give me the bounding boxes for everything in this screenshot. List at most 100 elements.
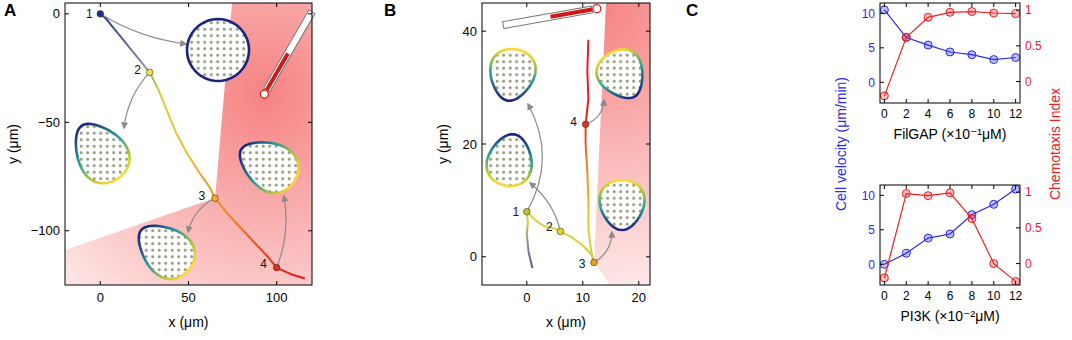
x-axis-label: FilGAP (×10⁻¹μM) bbox=[894, 126, 1007, 142]
y-tick bbox=[880, 229, 884, 230]
y-tick bbox=[65, 122, 69, 123]
y-tick bbox=[65, 13, 69, 14]
x-tick bbox=[950, 3, 951, 7]
panel-a: 1234050100−100−500x (μm)y (μm)A bbox=[4, 1, 315, 330]
series-marker bbox=[968, 215, 976, 223]
series-marker bbox=[968, 8, 976, 16]
y-tick bbox=[880, 82, 884, 83]
y2-tick bbox=[1016, 10, 1020, 11]
x-tick bbox=[906, 281, 907, 285]
pipette-tip bbox=[593, 5, 601, 13]
y2-tick bbox=[1016, 263, 1020, 264]
x-tick bbox=[884, 185, 885, 189]
cell-body bbox=[487, 134, 532, 186]
series-marker bbox=[946, 8, 954, 16]
pipette-body bbox=[503, 6, 593, 29]
series-line bbox=[884, 193, 1015, 282]
y-tick bbox=[880, 195, 884, 196]
snapshot-marker bbox=[273, 264, 280, 271]
x-tick bbox=[582, 3, 583, 7]
series-marker bbox=[990, 260, 998, 268]
plot-frame bbox=[880, 3, 1020, 103]
cell-body bbox=[240, 142, 299, 193]
plot-area bbox=[880, 6, 1019, 100]
y2-tick bbox=[1016, 227, 1020, 228]
x-tick bbox=[1015, 185, 1016, 189]
y2-tick-label: 0.5 bbox=[1025, 221, 1042, 235]
series-marker bbox=[946, 48, 954, 56]
y-tick-label: 0 bbox=[868, 258, 875, 272]
x-tick bbox=[884, 281, 885, 285]
snapshot-label: 4 bbox=[260, 257, 267, 271]
x-tick-label: 4 bbox=[925, 289, 932, 303]
x-tick bbox=[526, 3, 527, 7]
series-marker bbox=[924, 13, 932, 21]
y-tick-label: −100 bbox=[31, 223, 60, 238]
x-tick-label: 4 bbox=[925, 107, 932, 121]
pipette bbox=[264, 10, 315, 91]
y-tick bbox=[482, 144, 486, 145]
y-axis-label: Cell velocity (μm/min) bbox=[833, 77, 849, 211]
x-tick bbox=[1015, 99, 1016, 103]
x-tick bbox=[638, 281, 639, 285]
series-marker bbox=[902, 33, 910, 41]
cell-snapshot bbox=[139, 226, 195, 279]
x-tick bbox=[100, 281, 101, 285]
plot-area bbox=[65, 3, 312, 285]
x-tick bbox=[971, 3, 972, 7]
series-marker bbox=[946, 189, 954, 197]
panel-b: 12340102002040x (μm)y (μm)B bbox=[384, 1, 650, 330]
y-tick bbox=[308, 230, 312, 231]
chemoattractant-field bbox=[65, 3, 312, 285]
x-tick bbox=[906, 3, 907, 7]
x-tick bbox=[1015, 281, 1016, 285]
trajectory bbox=[100, 14, 305, 279]
y-tick bbox=[646, 144, 650, 145]
snapshot-label: 3 bbox=[579, 257, 586, 271]
series-marker bbox=[1012, 277, 1020, 285]
x-tick bbox=[884, 99, 885, 103]
y2-tick bbox=[1016, 45, 1020, 46]
x-tick bbox=[971, 185, 972, 189]
y2-tick-label: 1 bbox=[1025, 3, 1032, 17]
series-marker bbox=[880, 274, 888, 282]
cell-body bbox=[139, 226, 195, 279]
y-tick bbox=[880, 47, 884, 48]
series-marker bbox=[990, 200, 998, 208]
series-marker bbox=[924, 192, 932, 200]
x-tick-label: 2 bbox=[903, 289, 910, 303]
series-marker bbox=[990, 9, 998, 17]
cell-snapshot bbox=[490, 49, 535, 101]
snapshot-label: 3 bbox=[199, 189, 206, 203]
snapshot-label: 1 bbox=[512, 205, 519, 219]
y-tick bbox=[308, 13, 312, 14]
series-line bbox=[884, 10, 1015, 60]
cell-snapshot bbox=[187, 19, 249, 81]
plot-frame bbox=[880, 185, 1020, 285]
y-tick-label: 10 bbox=[862, 189, 876, 203]
x-tick bbox=[928, 281, 929, 285]
cell-body bbox=[76, 124, 130, 183]
chemoattractant-field bbox=[594, 3, 650, 285]
x-tick bbox=[1015, 3, 1016, 7]
y-tick-label: 10 bbox=[862, 7, 876, 21]
x-tick bbox=[276, 281, 277, 285]
plot-area bbox=[527, 3, 650, 285]
dual-axis-chart: 024681012051000.51PI3K (×10⁻²μM)Cell vel… bbox=[833, 77, 1063, 324]
y-tick bbox=[308, 122, 312, 123]
series-marker bbox=[902, 190, 910, 198]
x-tick bbox=[638, 3, 639, 7]
y-tick-label: 5 bbox=[868, 223, 875, 237]
x-tick bbox=[993, 99, 994, 103]
dual-axis-chart: 024681012051000.51FilGAP (×10⁻¹μM)C bbox=[686, 1, 1042, 142]
x-tick-label: 0 bbox=[97, 290, 104, 305]
y-tick-label: 5 bbox=[868, 41, 875, 55]
snapshot-arrow bbox=[188, 198, 215, 232]
y-tick bbox=[880, 264, 884, 265]
snapshot-marker bbox=[146, 69, 153, 76]
snapshot-marker bbox=[591, 259, 598, 266]
snapshot-label: 1 bbox=[86, 7, 93, 21]
y-tick bbox=[482, 31, 486, 32]
snapshot-marker bbox=[524, 208, 531, 215]
snapshot-arrow bbox=[586, 100, 604, 124]
